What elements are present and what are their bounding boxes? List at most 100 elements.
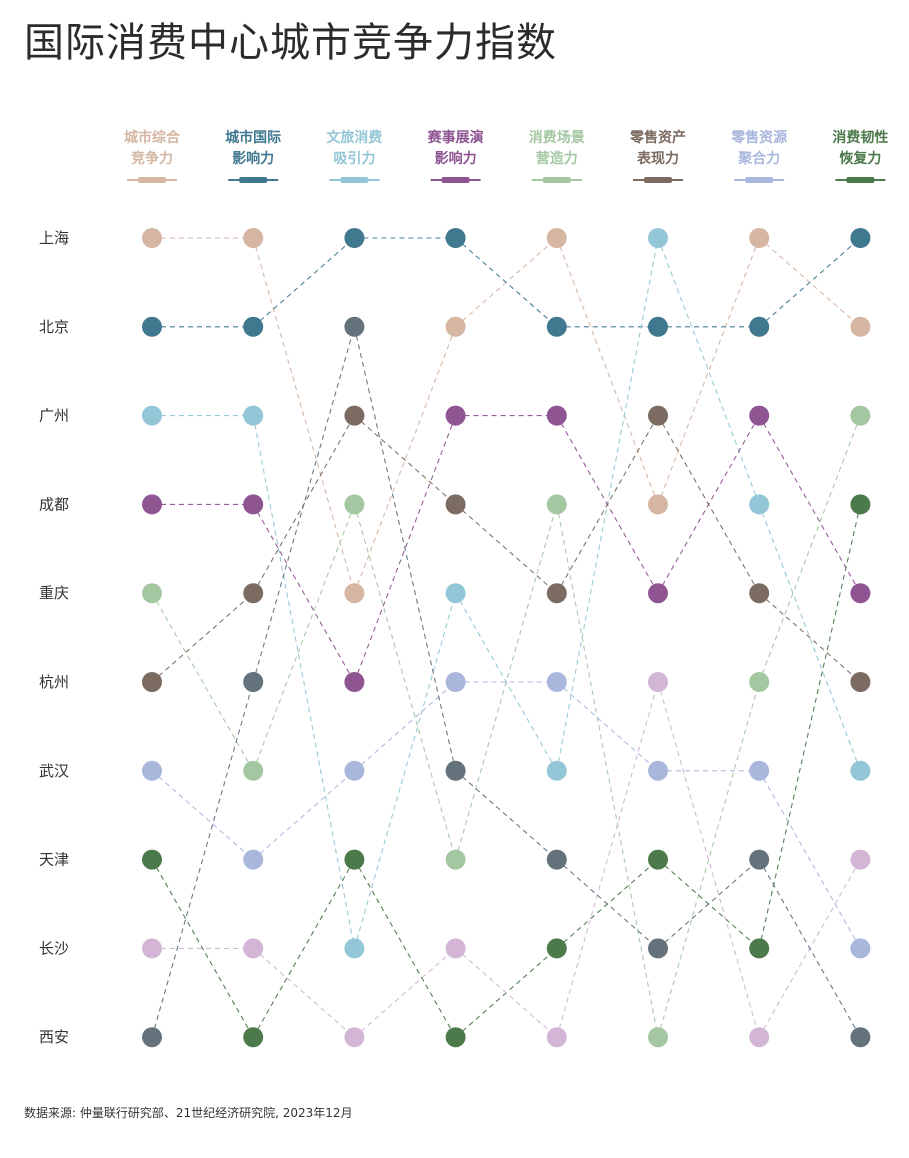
rank-point — [850, 583, 871, 604]
city-connector — [252, 859, 355, 1038]
city-connector — [657, 415, 760, 594]
rank-point — [243, 938, 264, 959]
rank-point — [546, 672, 567, 692]
rank-point — [546, 849, 567, 870]
city-connector — [354, 415, 456, 505]
rank-point — [344, 583, 365, 604]
dimension-label: 聚合力 — [737, 150, 780, 167]
rank-point — [850, 1027, 871, 1048]
city-connector — [556, 681, 659, 1038]
rank-point — [445, 1027, 466, 1048]
city-connector — [556, 859, 659, 949]
rank-point — [142, 849, 162, 870]
city-connector — [758, 592, 861, 683]
rank-point — [546, 228, 567, 248]
dimension-label: 零售资产 — [629, 129, 686, 146]
city-connector — [252, 770, 355, 861]
dimension-label: 零售资源 — [730, 129, 787, 146]
rank-point — [749, 1027, 770, 1048]
dimension-label: 文旅消费 — [326, 129, 382, 146]
city-connector — [455, 237, 558, 328]
city-label: 北京 — [39, 318, 69, 336]
rank-point — [546, 494, 567, 515]
rank-point — [445, 672, 466, 692]
city-label: 杭州 — [39, 673, 69, 691]
rank-point — [344, 1027, 365, 1048]
rank-point — [648, 760, 668, 781]
dimension-label: 吸引力 — [333, 150, 375, 167]
rank-point — [648, 583, 668, 604]
rank-point — [850, 938, 871, 959]
rank-point — [850, 672, 871, 692]
city-label: 成都 — [39, 495, 69, 513]
rank-point — [445, 494, 466, 515]
rank-point — [243, 316, 264, 337]
rank-point — [749, 849, 770, 870]
city-connector — [353, 415, 457, 683]
rank-point — [243, 583, 264, 604]
rank-point — [344, 316, 365, 337]
rank-point — [648, 849, 668, 870]
city-connector — [455, 770, 558, 861]
city-connector — [151, 859, 254, 1038]
rank-point — [344, 672, 365, 692]
rank-point — [344, 228, 365, 248]
rank-point — [142, 938, 162, 959]
city-label: 上海 — [39, 229, 69, 247]
rank-point — [850, 228, 871, 248]
rank-point — [749, 760, 770, 781]
dimension-label: 赛事展演 — [427, 129, 484, 146]
city-label: 西安 — [39, 1028, 69, 1046]
rank-point — [243, 672, 264, 692]
rank-point — [243, 1027, 264, 1048]
dimension-label: 影响力 — [435, 150, 477, 167]
dimension-label: 城市综合 — [124, 129, 181, 146]
city-connector — [758, 504, 861, 771]
rank-point — [243, 494, 264, 515]
rank-point — [648, 228, 668, 248]
city-connector — [151, 592, 254, 772]
rank-point — [648, 1027, 668, 1048]
city-connector — [353, 504, 457, 860]
connector-lines — [151, 237, 861, 1038]
city-connector — [556, 504, 659, 1038]
city-connector — [455, 504, 558, 860]
rank-point — [344, 405, 365, 426]
rank-point — [243, 760, 264, 781]
city-label: 天津 — [39, 851, 69, 869]
rank-point — [344, 849, 365, 870]
rank-point — [445, 583, 466, 604]
city-connector — [151, 592, 254, 683]
city-connector — [758, 504, 861, 949]
rank-point — [445, 849, 466, 870]
city-connector — [354, 947, 456, 1038]
rank-point — [344, 494, 365, 515]
city-connector — [353, 859, 457, 1038]
city-connector — [758, 237, 861, 328]
rank-point — [850, 849, 871, 870]
rank-point — [546, 938, 567, 959]
rank-point — [749, 316, 770, 337]
city-connector — [151, 681, 254, 1038]
dimension-swatch-bar — [340, 177, 369, 183]
dimension-label: 恢复力 — [839, 150, 881, 167]
city-connector — [657, 859, 760, 949]
dimension-swatch-bar — [745, 177, 774, 183]
dimension-swatch-bar — [239, 177, 268, 183]
dimension-label: 营造力 — [536, 150, 578, 167]
city-connector — [252, 504, 355, 683]
rank-point — [445, 228, 466, 248]
city-connector — [758, 859, 861, 1038]
rank-point — [344, 938, 365, 959]
rank-point — [749, 405, 770, 426]
dimension-label: 城市国际 — [225, 129, 281, 146]
rank-point — [546, 316, 567, 337]
city-connector — [354, 681, 456, 772]
city-connector — [252, 326, 355, 683]
dimension-label: 表现力 — [636, 150, 679, 167]
rank-point — [142, 672, 162, 692]
rank-point — [344, 760, 365, 781]
rank-point — [546, 760, 567, 781]
data-source-note: 数据来源: 仲量联行研究部、21世纪经济研究院, 2023年12月 — [24, 1106, 353, 1120]
